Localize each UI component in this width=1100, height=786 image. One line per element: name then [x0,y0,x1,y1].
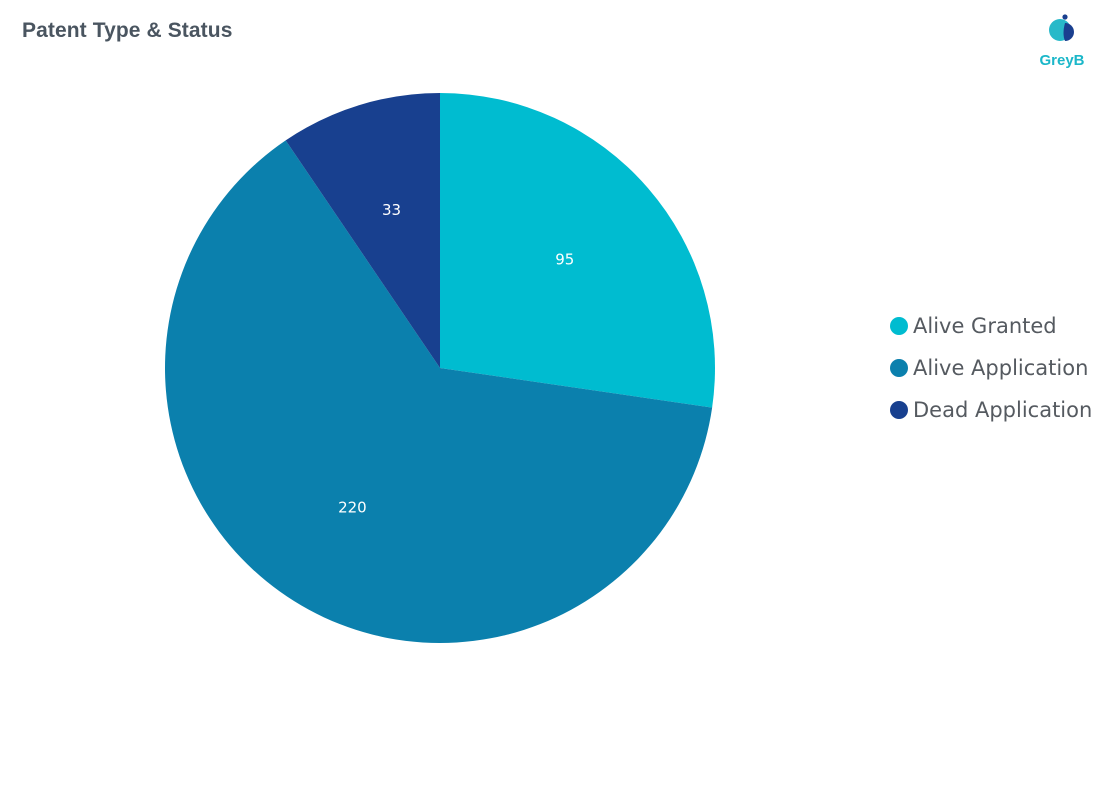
brand-logo: GreyB [1034,12,1090,74]
legend-item[interactable]: Dead Application [890,389,1092,431]
legend-item[interactable]: Alive Granted [890,305,1092,347]
pie-data-label: 220 [338,498,367,516]
legend-swatch-icon [890,359,908,377]
pie-slice-alive-application[interactable] [164,140,713,644]
legend: Alive Granted Alive Application Dead Appli… [890,305,1092,431]
pie-slice-alive-granted[interactable] [440,93,715,408]
legend-label: Dead Application [913,398,1093,422]
legend-label: Alive Application [913,356,1089,380]
legend-item[interactable]: Alive Application [890,347,1092,389]
pie-slice-dead-application[interactable] [285,93,440,368]
greyb-logo-icon [1049,14,1074,41]
pie-data-label: 95 [555,251,574,269]
pie-data-label: 33 [382,201,401,219]
brand-name: GreyB [1039,52,1085,69]
legend-swatch-icon [890,401,908,419]
legend-swatch-icon [890,317,908,335]
legend-label: Alive Granted [913,314,1057,338]
chart-title: Patent Type & Status [22,19,233,42]
